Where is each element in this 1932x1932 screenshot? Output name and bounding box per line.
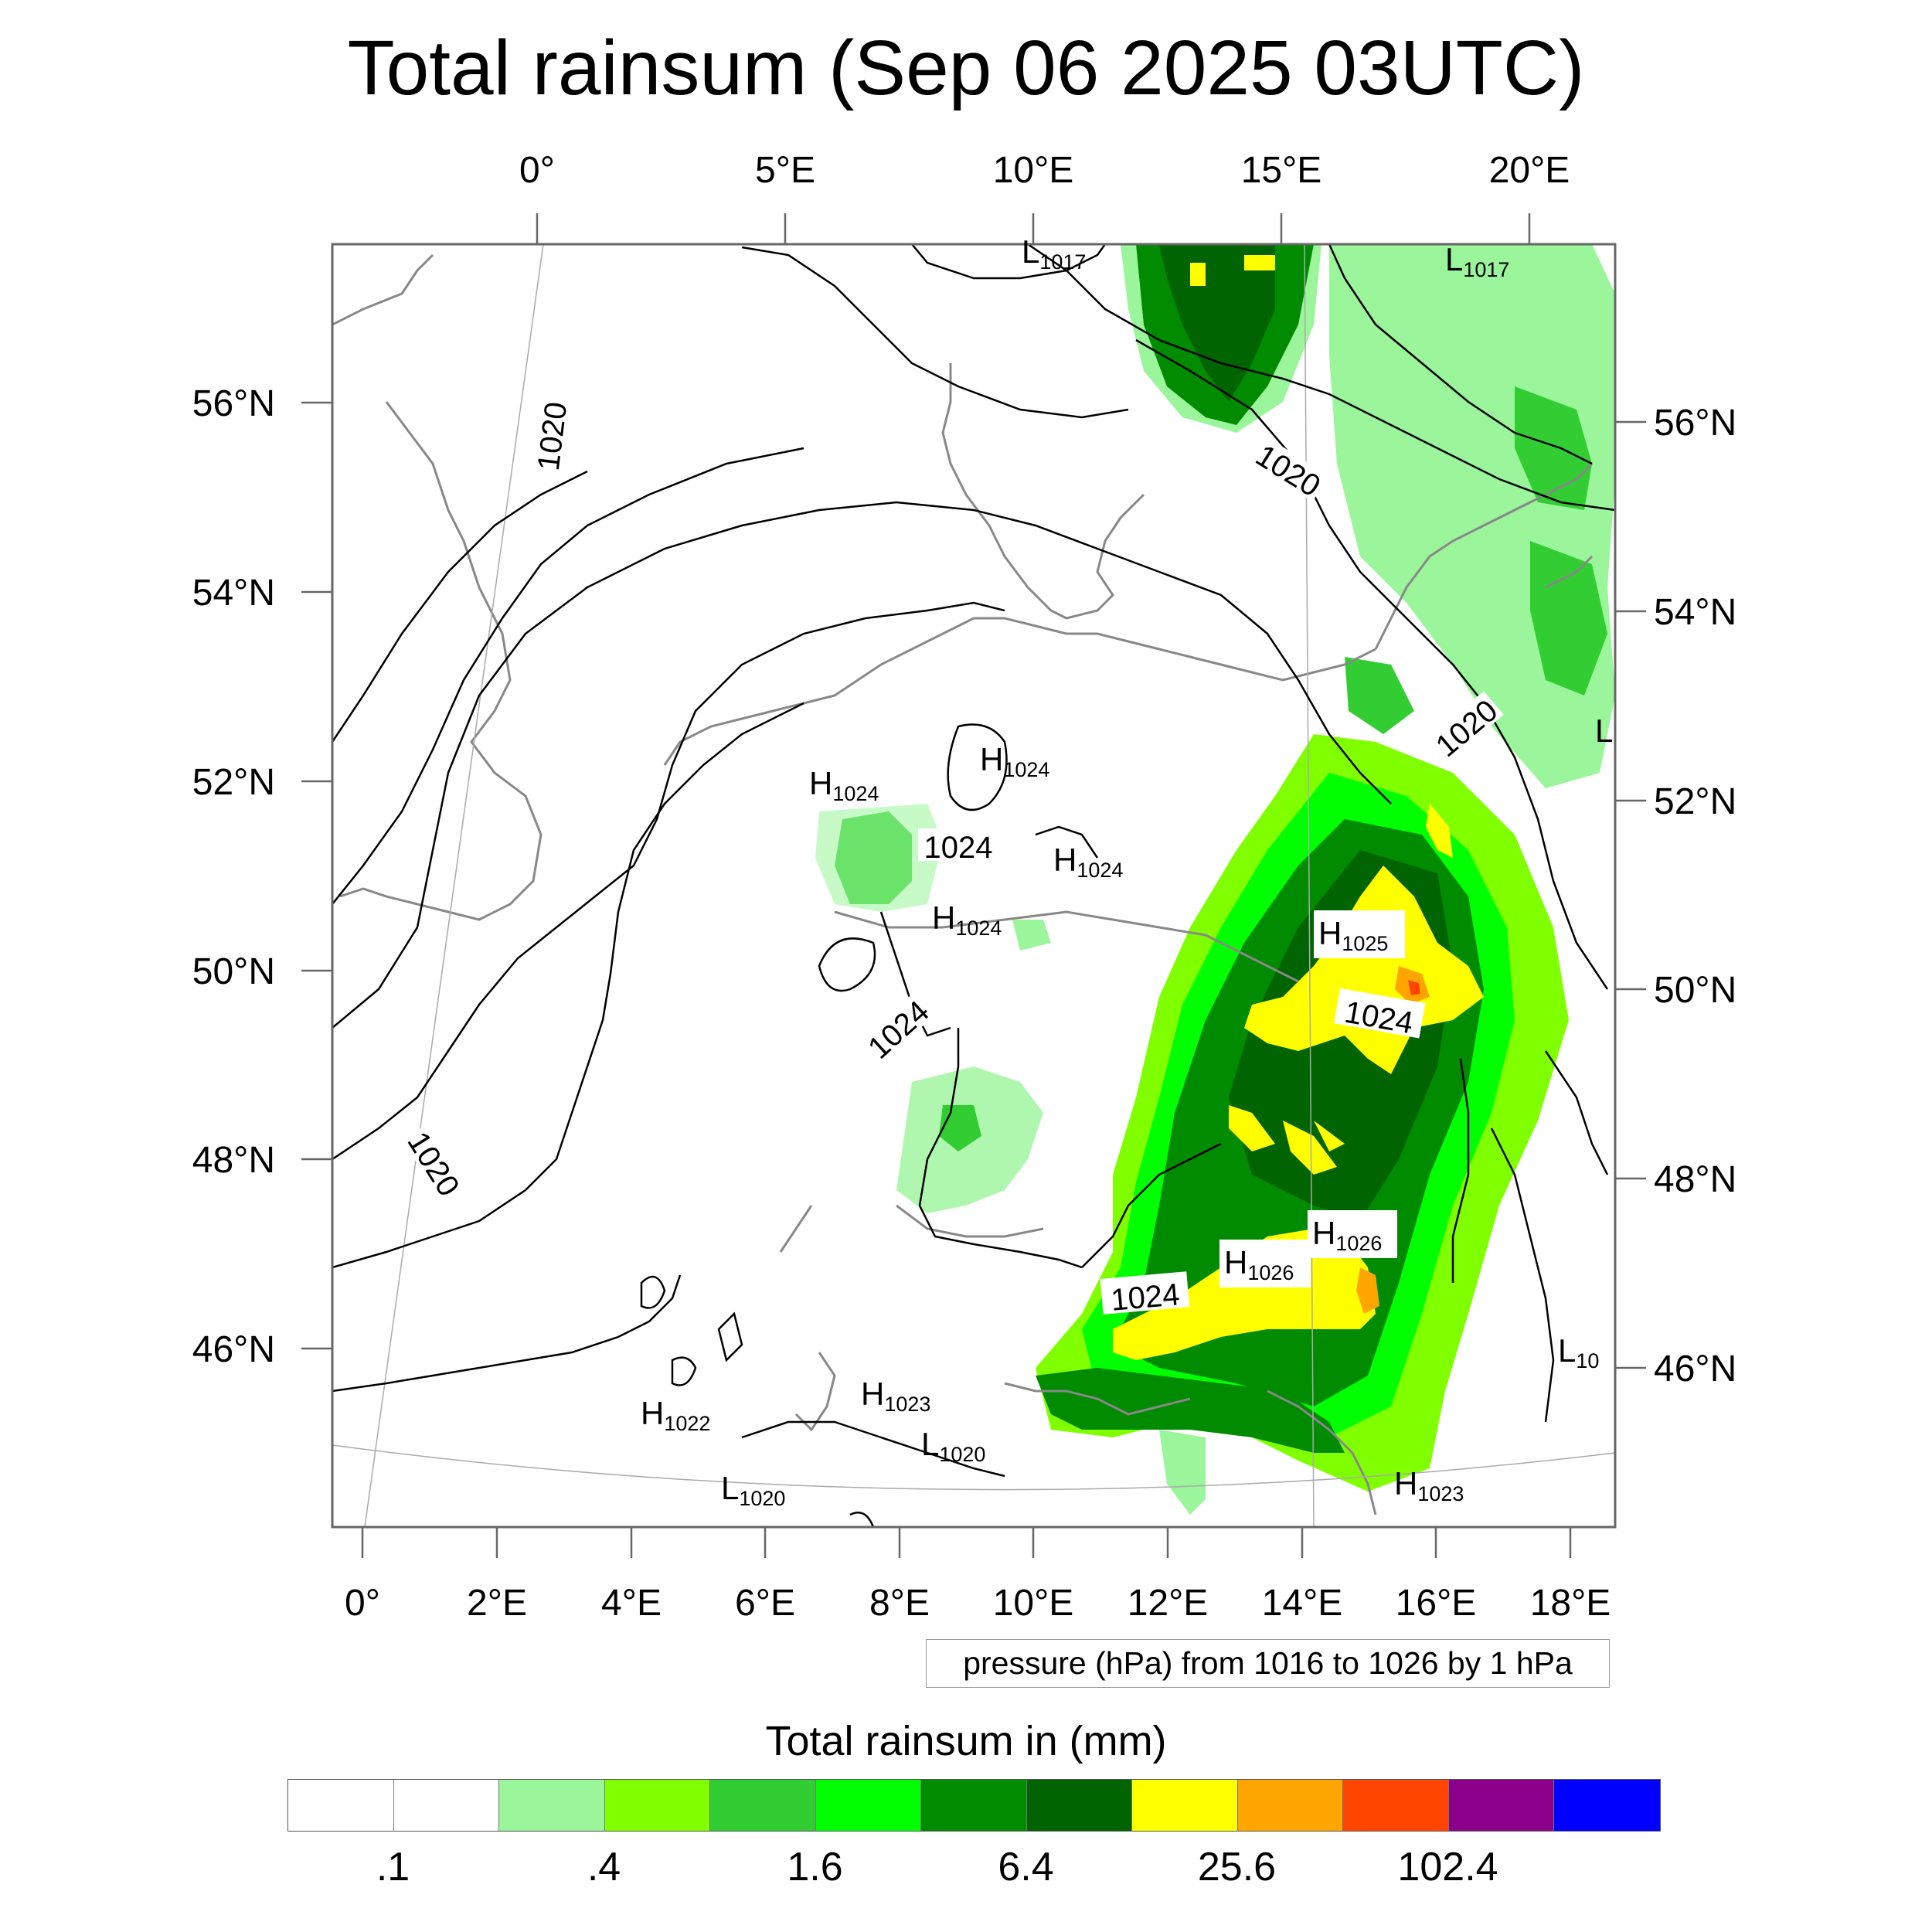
bottom-lon-label-12e: 12°E (1128, 1583, 1209, 1624)
rain-area-light-centre2 (1012, 920, 1051, 951)
rain-area-green-alps (1036, 1368, 1345, 1453)
high-center-label: H1026 (1312, 1215, 1382, 1255)
rain-area-yellow-ne (1426, 804, 1453, 858)
bottom-lon-label-16e: 16°E (1396, 1583, 1477, 1624)
colorbar-box (393, 1780, 499, 1831)
colorbar-box (1237, 1780, 1343, 1831)
right-lat-label-56n: 56°N (1654, 403, 1736, 444)
bottom-lon-label-14e: 14°E (1262, 1583, 1343, 1624)
high-center-label: H1023 (1394, 1465, 1464, 1505)
left-lat-label-54n: 54°N (192, 573, 275, 614)
right-lat-label-54n: 54°N (1654, 592, 1736, 633)
colorbar-tick-label: .4 (587, 1845, 621, 1889)
colorbar (287, 1779, 1661, 1832)
right-lat-label-50n: 50°N (1654, 970, 1736, 1011)
rain-area-limegreen-ne3 (1345, 657, 1414, 734)
colorbar-box (921, 1780, 1027, 1831)
colorbar-box (499, 1780, 605, 1831)
high-center-label: H1022 (641, 1395, 710, 1435)
rain-area-orangered-main (1408, 980, 1420, 995)
map-title: Total rainsum (Sep 06 2025 03UTC) (347, 25, 1585, 111)
coastlines (332, 253, 1594, 1515)
colorbar-tick-label: 6.4 (998, 1845, 1054, 1889)
colorbar-tick-label: 1.6 (787, 1845, 843, 1889)
map-frame (331, 243, 1617, 1529)
right-lat-label-52n: 52°N (1654, 781, 1736, 822)
bottom-lon-label-2e: 2°E (467, 1583, 527, 1624)
isobar-label-1020-west: 1020 (532, 400, 574, 473)
colorbar-title: Total rainsum in (mm) (765, 1718, 1167, 1764)
colorbar-box (1554, 1780, 1660, 1831)
isobar-label-1024-centre: 1024 (924, 831, 993, 865)
top-lon-label-0: 0° (519, 150, 555, 191)
bottom-lon-label-6e: 6°E (735, 1583, 795, 1624)
left-lat-label-48n: 48°N (192, 1140, 275, 1181)
isobar-label-1024-south: 1024 (1110, 1277, 1181, 1318)
high-center-label: H1023 (861, 1376, 930, 1416)
colorbar-tick-label: 102.4 (1397, 1845, 1498, 1889)
high-center-label: H1024 (980, 741, 1049, 781)
colorbar-tick-label: .1 (376, 1845, 410, 1889)
colorbar-box (1343, 1780, 1449, 1831)
bottom-lon-label-8e: 8°E (869, 1583, 930, 1624)
bottom-lon-label-4e: 4°E (601, 1583, 662, 1624)
rain-area-yellow-mid (1229, 1105, 1345, 1175)
left-lat-label-56n: 56°N (192, 383, 275, 424)
tick-marks (301, 213, 1646, 1558)
colorbar-tick-label: 25.6 (1197, 1845, 1277, 1889)
colorbar-box (1026, 1780, 1132, 1831)
colorbar-box (710, 1780, 816, 1831)
rain-area-orange-south (1356, 1267, 1379, 1314)
rain-area-yellow-main (1244, 866, 1484, 1074)
left-lat-label-46n: 46°N (192, 1329, 275, 1370)
top-lon-label-5e: 5°E (755, 150, 815, 191)
bottom-lon-label-0: 0° (345, 1583, 380, 1624)
rain-area-green-south (1159, 1430, 1206, 1515)
high-center-label: H1026 (1224, 1244, 1294, 1284)
rainfall-field (815, 244, 1615, 1515)
rain-area-limegreen-ne2 (1530, 541, 1607, 696)
rain-area-darkgreen-n (1159, 244, 1275, 402)
graticule (332, 244, 1615, 1527)
colorbar-box (1132, 1780, 1238, 1831)
high-center-label: H1024 (932, 900, 1002, 940)
rain-area-light-w (815, 804, 943, 912)
low-center-label: L1017 (1022, 233, 1086, 274)
isobars (332, 244, 1615, 1527)
colorbar-box (288, 1780, 394, 1831)
rain-area-yellow-n (1190, 255, 1275, 286)
colorbar-box (604, 1780, 710, 1831)
high-center-label: H1024 (1053, 842, 1123, 882)
colorbar-box (815, 1780, 921, 1831)
pressure-info-box: pressure (hPa) from 1016 to 1026 by 1 hP… (926, 1639, 1610, 1688)
bottom-lon-label-18e: 18°E (1530, 1583, 1611, 1624)
bottom-lon-label-10e: 10°E (993, 1583, 1074, 1624)
top-lon-label-20e: 20°E (1489, 150, 1570, 191)
right-lat-label-46n: 46°N (1654, 1349, 1736, 1389)
top-lon-label-15e: 15°E (1241, 150, 1322, 191)
low-center-label: L1020 (721, 1470, 785, 1510)
low-center-label: L1020 (921, 1426, 985, 1466)
low-center-label: L (1595, 713, 1613, 749)
pressure-centers: L1017 L1017 L H1024 H1024 H1024 H1024 H1… (641, 233, 1613, 1510)
low-center-label: L10 (1558, 1332, 1599, 1372)
rain-area-limegreen-ne (1515, 386, 1592, 510)
low-center-label: L1017 (1445, 241, 1509, 281)
left-lat-label-50n: 50°N (192, 951, 275, 992)
high-center-label: H1025 (1318, 915, 1388, 955)
high-center-label: H1024 (809, 765, 879, 805)
colorbar-box (1448, 1780, 1554, 1831)
left-lat-label-52n: 52°N (192, 762, 275, 803)
top-lon-label-10e: 10°E (993, 150, 1074, 191)
right-lat-label-48n: 48°N (1654, 1159, 1736, 1200)
